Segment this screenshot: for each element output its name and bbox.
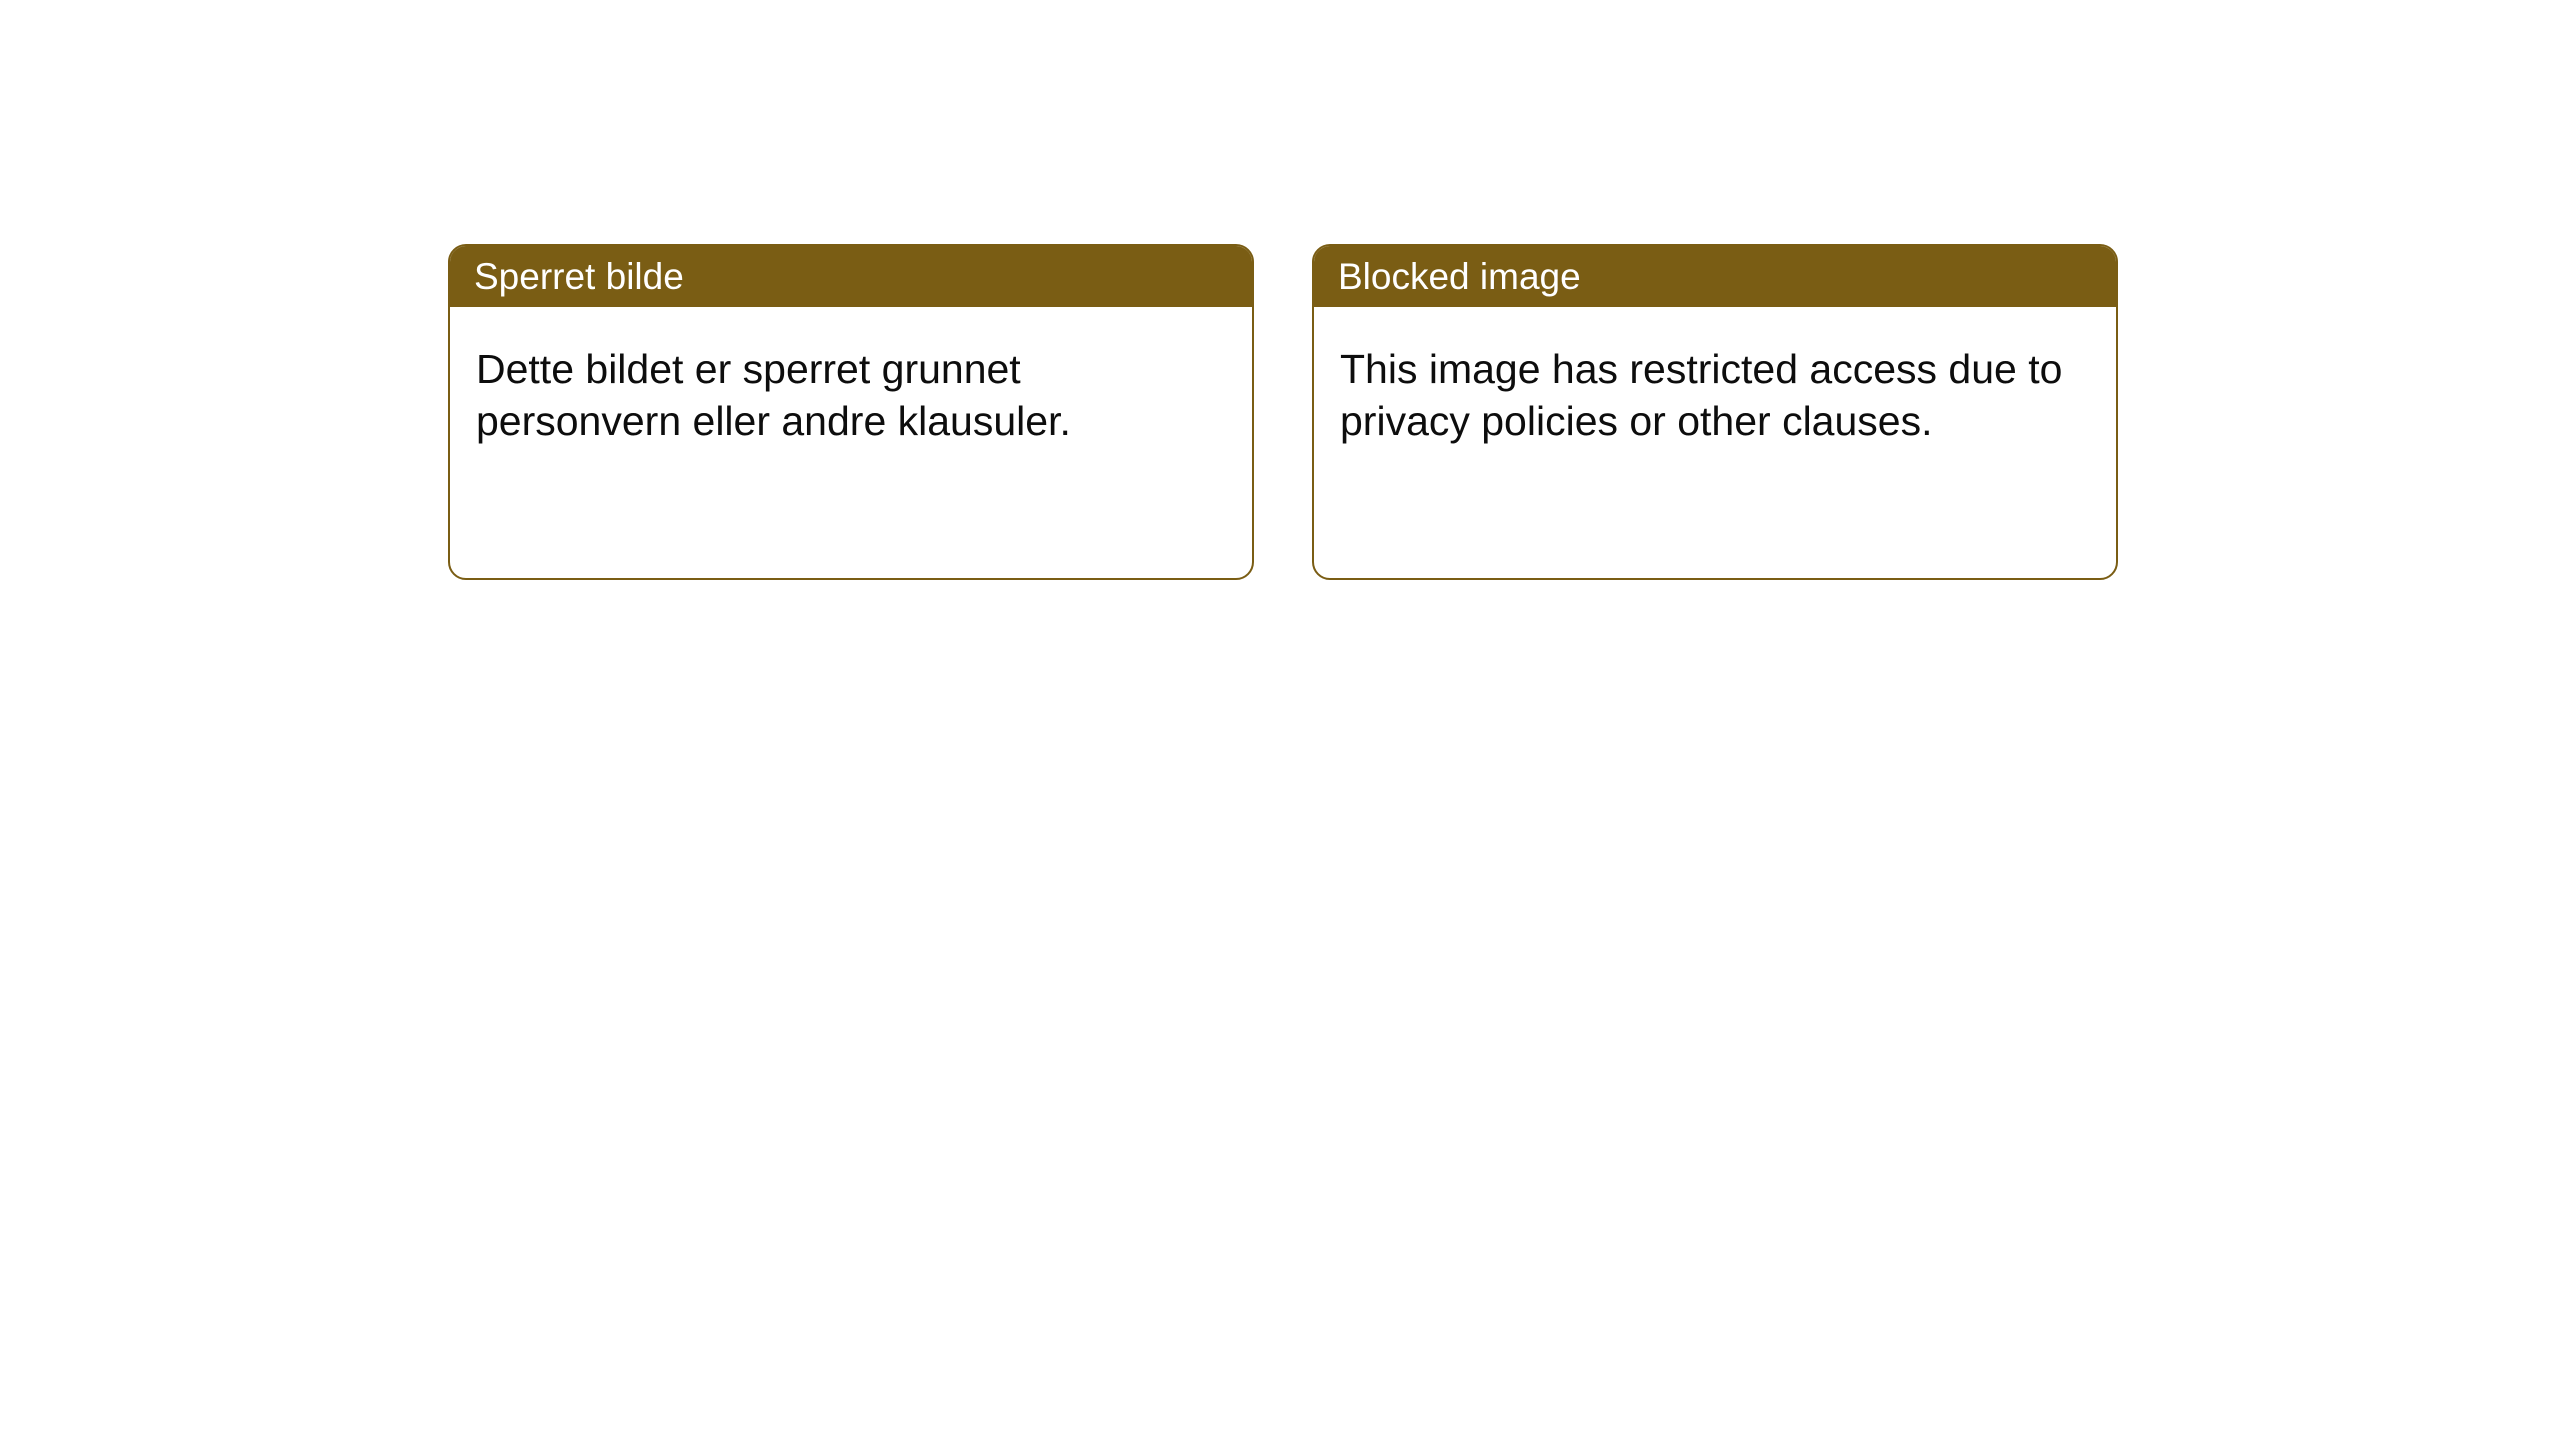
card-header-no: Sperret bilde (450, 246, 1252, 307)
blocked-image-card-en: Blocked image This image has restricted … (1312, 244, 2118, 580)
card-header-en: Blocked image (1314, 246, 2116, 307)
card-body-no: Dette bildet er sperret grunnet personve… (450, 307, 1252, 448)
card-row: Sperret bilde Dette bildet er sperret gr… (0, 0, 2560, 580)
blocked-image-card-no: Sperret bilde Dette bildet er sperret gr… (448, 244, 1254, 580)
card-body-en: This image has restricted access due to … (1314, 307, 2116, 448)
